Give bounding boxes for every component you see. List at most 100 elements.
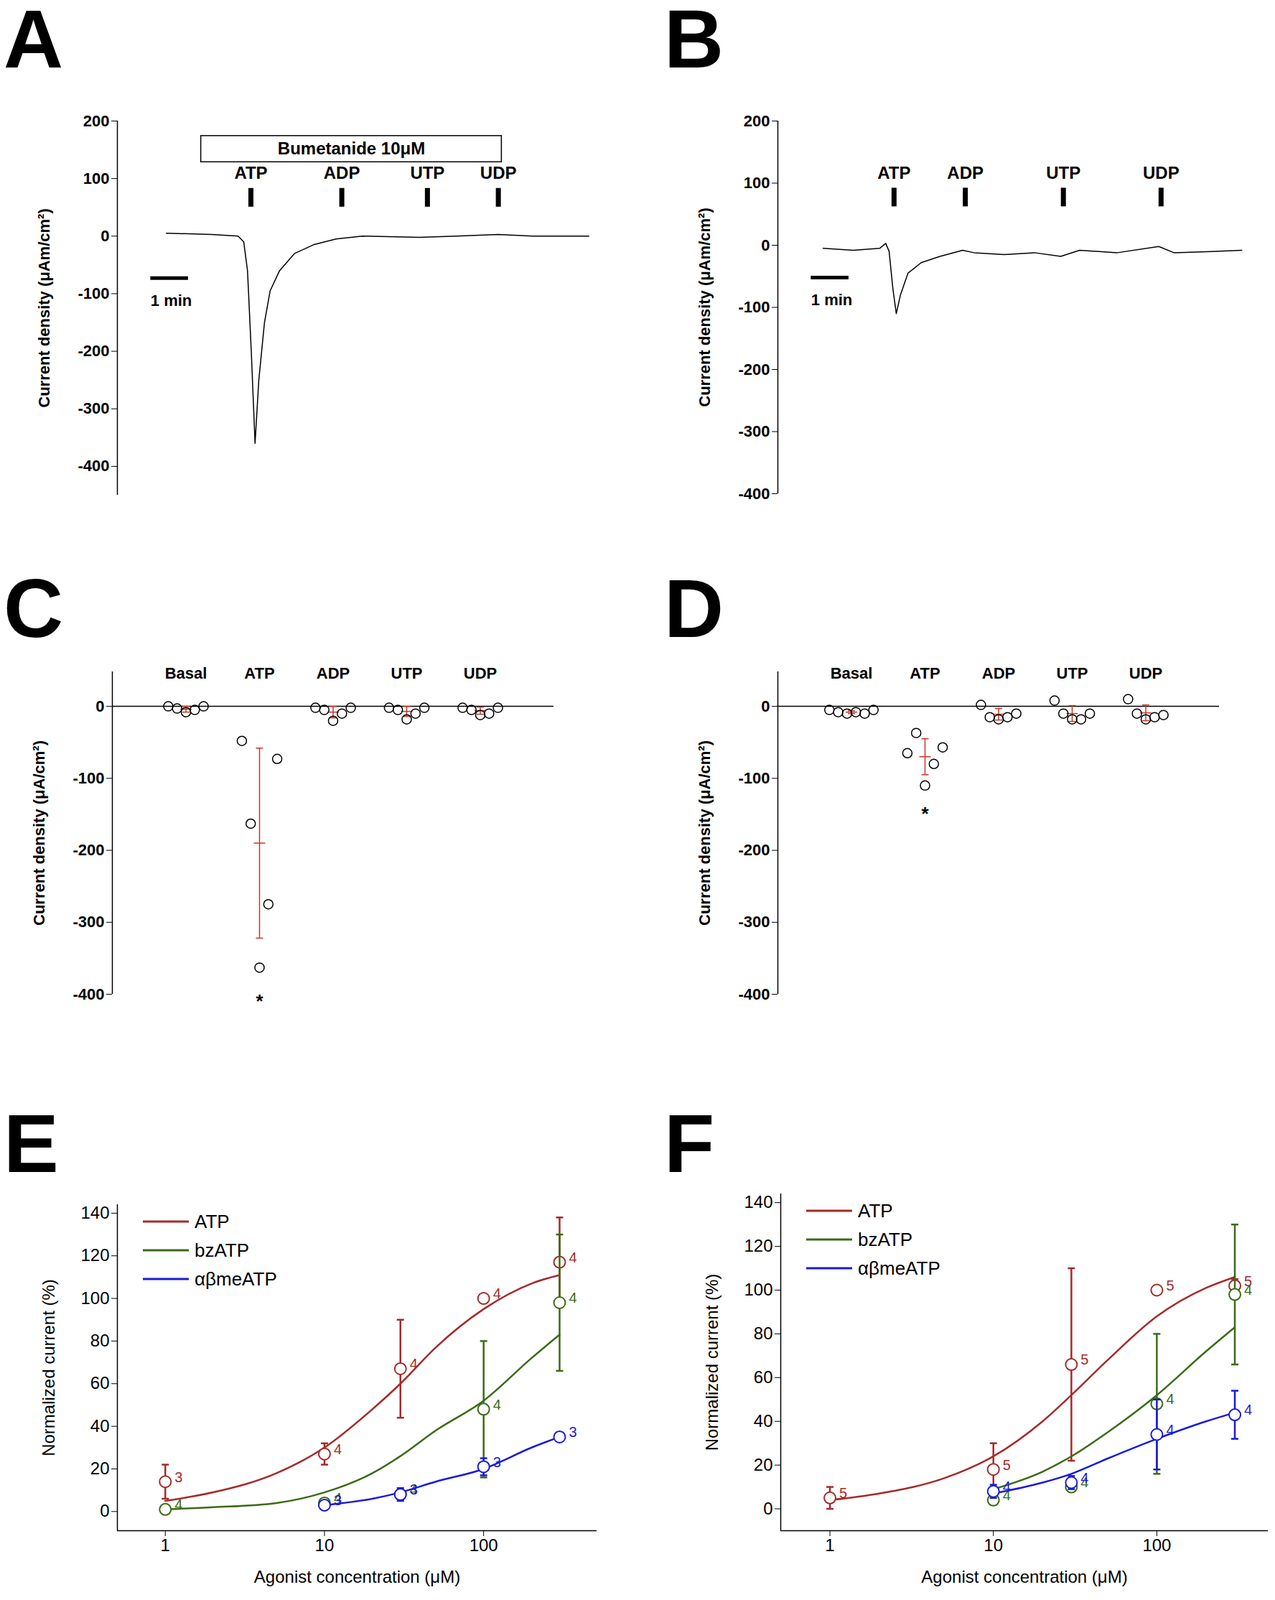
- svg-text:-400: -400: [72, 984, 105, 1003]
- svg-text:-200: -200: [738, 360, 770, 379]
- svg-text:60: 60: [753, 1366, 774, 1387]
- svg-text:80: 80: [90, 1330, 110, 1350]
- svg-text:-100: -100: [738, 297, 770, 316]
- svg-text:3: 3: [409, 1481, 418, 1497]
- svg-text:4: 4: [1002, 1478, 1011, 1494]
- svg-text:ATP: ATP: [234, 162, 268, 183]
- svg-text:ADP: ADP: [323, 162, 361, 183]
- svg-text:10: 10: [315, 1534, 335, 1555]
- svg-text:4: 4: [493, 1396, 502, 1413]
- svg-text:Basal: Basal: [830, 664, 873, 683]
- svg-text:Basal: Basal: [165, 664, 208, 683]
- svg-text:-100: -100: [72, 768, 105, 787]
- svg-text:10: 10: [983, 1534, 1003, 1555]
- svg-text:-400: -400: [738, 484, 770, 503]
- svg-text:5: 5: [1165, 1277, 1174, 1293]
- svg-text:-400: -400: [738, 984, 770, 1003]
- svg-text:Current density (μAm/cm²): Current density (μAm/cm²): [35, 208, 54, 408]
- svg-text:-100: -100: [738, 768, 770, 787]
- svg-text:-300: -300: [738, 912, 770, 931]
- svg-text:UDP: UDP: [1129, 664, 1163, 683]
- svg-text:-300: -300: [738, 422, 770, 441]
- svg-text:200: 200: [83, 111, 110, 130]
- svg-text:*: *: [921, 802, 929, 825]
- svg-text:140: 140: [80, 1202, 110, 1222]
- svg-text:Current density (μA/cm²): Current density (μA/cm²): [695, 740, 714, 926]
- svg-text:40: 40: [90, 1415, 110, 1436]
- svg-text:ADP: ADP: [316, 664, 350, 683]
- svg-text:5: 5: [1080, 1351, 1089, 1367]
- svg-text:100: 100: [80, 1287, 110, 1308]
- svg-text:4: 4: [1244, 1281, 1253, 1298]
- svg-text:0: 0: [100, 226, 110, 245]
- svg-text:120: 120: [743, 1235, 773, 1255]
- svg-text:-300: -300: [77, 399, 110, 418]
- svg-text:UDP: UDP: [480, 162, 517, 183]
- svg-text:1 min: 1 min: [150, 291, 192, 310]
- svg-text:4: 4: [409, 1355, 418, 1372]
- svg-text:120: 120: [80, 1244, 110, 1265]
- svg-text:80: 80: [753, 1323, 774, 1343]
- svg-text:Current density (μA/cm²): Current density (μA/cm²): [30, 740, 49, 926]
- svg-text:-400: -400: [77, 456, 110, 475]
- svg-text:100: 100: [1142, 1534, 1171, 1555]
- svg-text:Normalized current (%): Normalized current (%): [702, 1273, 722, 1451]
- svg-text:20: 20: [753, 1454, 774, 1474]
- svg-text:4: 4: [174, 1496, 183, 1512]
- svg-text:-200: -200: [72, 840, 105, 859]
- svg-text:3: 3: [493, 1453, 502, 1470]
- svg-text:UDP: UDP: [1142, 162, 1180, 183]
- svg-text:3: 3: [333, 1491, 342, 1508]
- svg-text:Agonist concentration (μM): Agonist concentration (μM): [921, 1566, 1128, 1586]
- svg-text:UTP: UTP: [409, 162, 445, 183]
- svg-text:UDP: UDP: [463, 664, 497, 683]
- svg-text:200: 200: [743, 111, 771, 130]
- svg-text:4: 4: [333, 1440, 342, 1457]
- svg-text:0: 0: [763, 1498, 773, 1518]
- svg-text:ATP: ATP: [244, 664, 275, 683]
- svg-text:ADP: ADP: [982, 664, 1016, 683]
- svg-text:4: 4: [1165, 1421, 1174, 1438]
- svg-text:4: 4: [1165, 1390, 1174, 1407]
- svg-text:4: 4: [568, 1289, 577, 1306]
- svg-text:0: 0: [760, 236, 770, 255]
- svg-text:100: 100: [469, 1534, 499, 1555]
- svg-text:100: 100: [743, 173, 771, 192]
- svg-text:0: 0: [760, 697, 770, 716]
- svg-text:5: 5: [839, 1484, 848, 1501]
- svg-text:4: 4: [493, 1285, 502, 1301]
- svg-text:0: 0: [95, 697, 105, 716]
- svg-text:UTP: UTP: [1056, 664, 1089, 683]
- svg-text:3: 3: [174, 1468, 183, 1485]
- svg-text:4: 4: [409, 1481, 418, 1497]
- svg-text:*: *: [255, 989, 264, 1012]
- svg-text:ATP: ATP: [877, 162, 911, 183]
- svg-text:100: 100: [743, 1279, 773, 1299]
- svg-text:40: 40: [753, 1410, 774, 1431]
- svg-text:UTP: UTP: [391, 664, 423, 683]
- svg-text:Current density (μAm/cm²): Current density (μAm/cm²): [695, 207, 714, 408]
- svg-text:ATP: ATP: [909, 664, 940, 683]
- svg-text:-300: -300: [72, 912, 105, 931]
- svg-text:100: 100: [83, 169, 110, 188]
- svg-text:1: 1: [160, 1534, 171, 1555]
- svg-text:4: 4: [1244, 1401, 1253, 1418]
- svg-text:Normalized current (%): Normalized current (%): [38, 1278, 59, 1456]
- svg-text:4: 4: [1080, 1469, 1089, 1486]
- svg-text:ADP: ADP: [946, 162, 984, 183]
- svg-text:0: 0: [99, 1500, 110, 1520]
- svg-text:20: 20: [90, 1458, 110, 1478]
- svg-text:-100: -100: [77, 284, 110, 303]
- svg-text:Agonist concentration (μM): Agonist concentration (μM): [254, 1566, 461, 1586]
- svg-text:3: 3: [568, 1423, 577, 1440]
- svg-text:60: 60: [90, 1372, 110, 1393]
- svg-text:1: 1: [824, 1534, 835, 1555]
- svg-text:-200: -200: [77, 341, 110, 360]
- svg-text:5: 5: [1002, 1456, 1011, 1473]
- svg-text:-200: -200: [738, 840, 770, 859]
- svg-text:4: 4: [568, 1249, 577, 1265]
- svg-text:UTP: UTP: [1045, 162, 1081, 183]
- svg-text:Bumetanide 10μM: Bumetanide 10μM: [277, 138, 425, 158]
- svg-text:1 min: 1 min: [811, 290, 853, 309]
- svg-text:140: 140: [743, 1191, 773, 1212]
